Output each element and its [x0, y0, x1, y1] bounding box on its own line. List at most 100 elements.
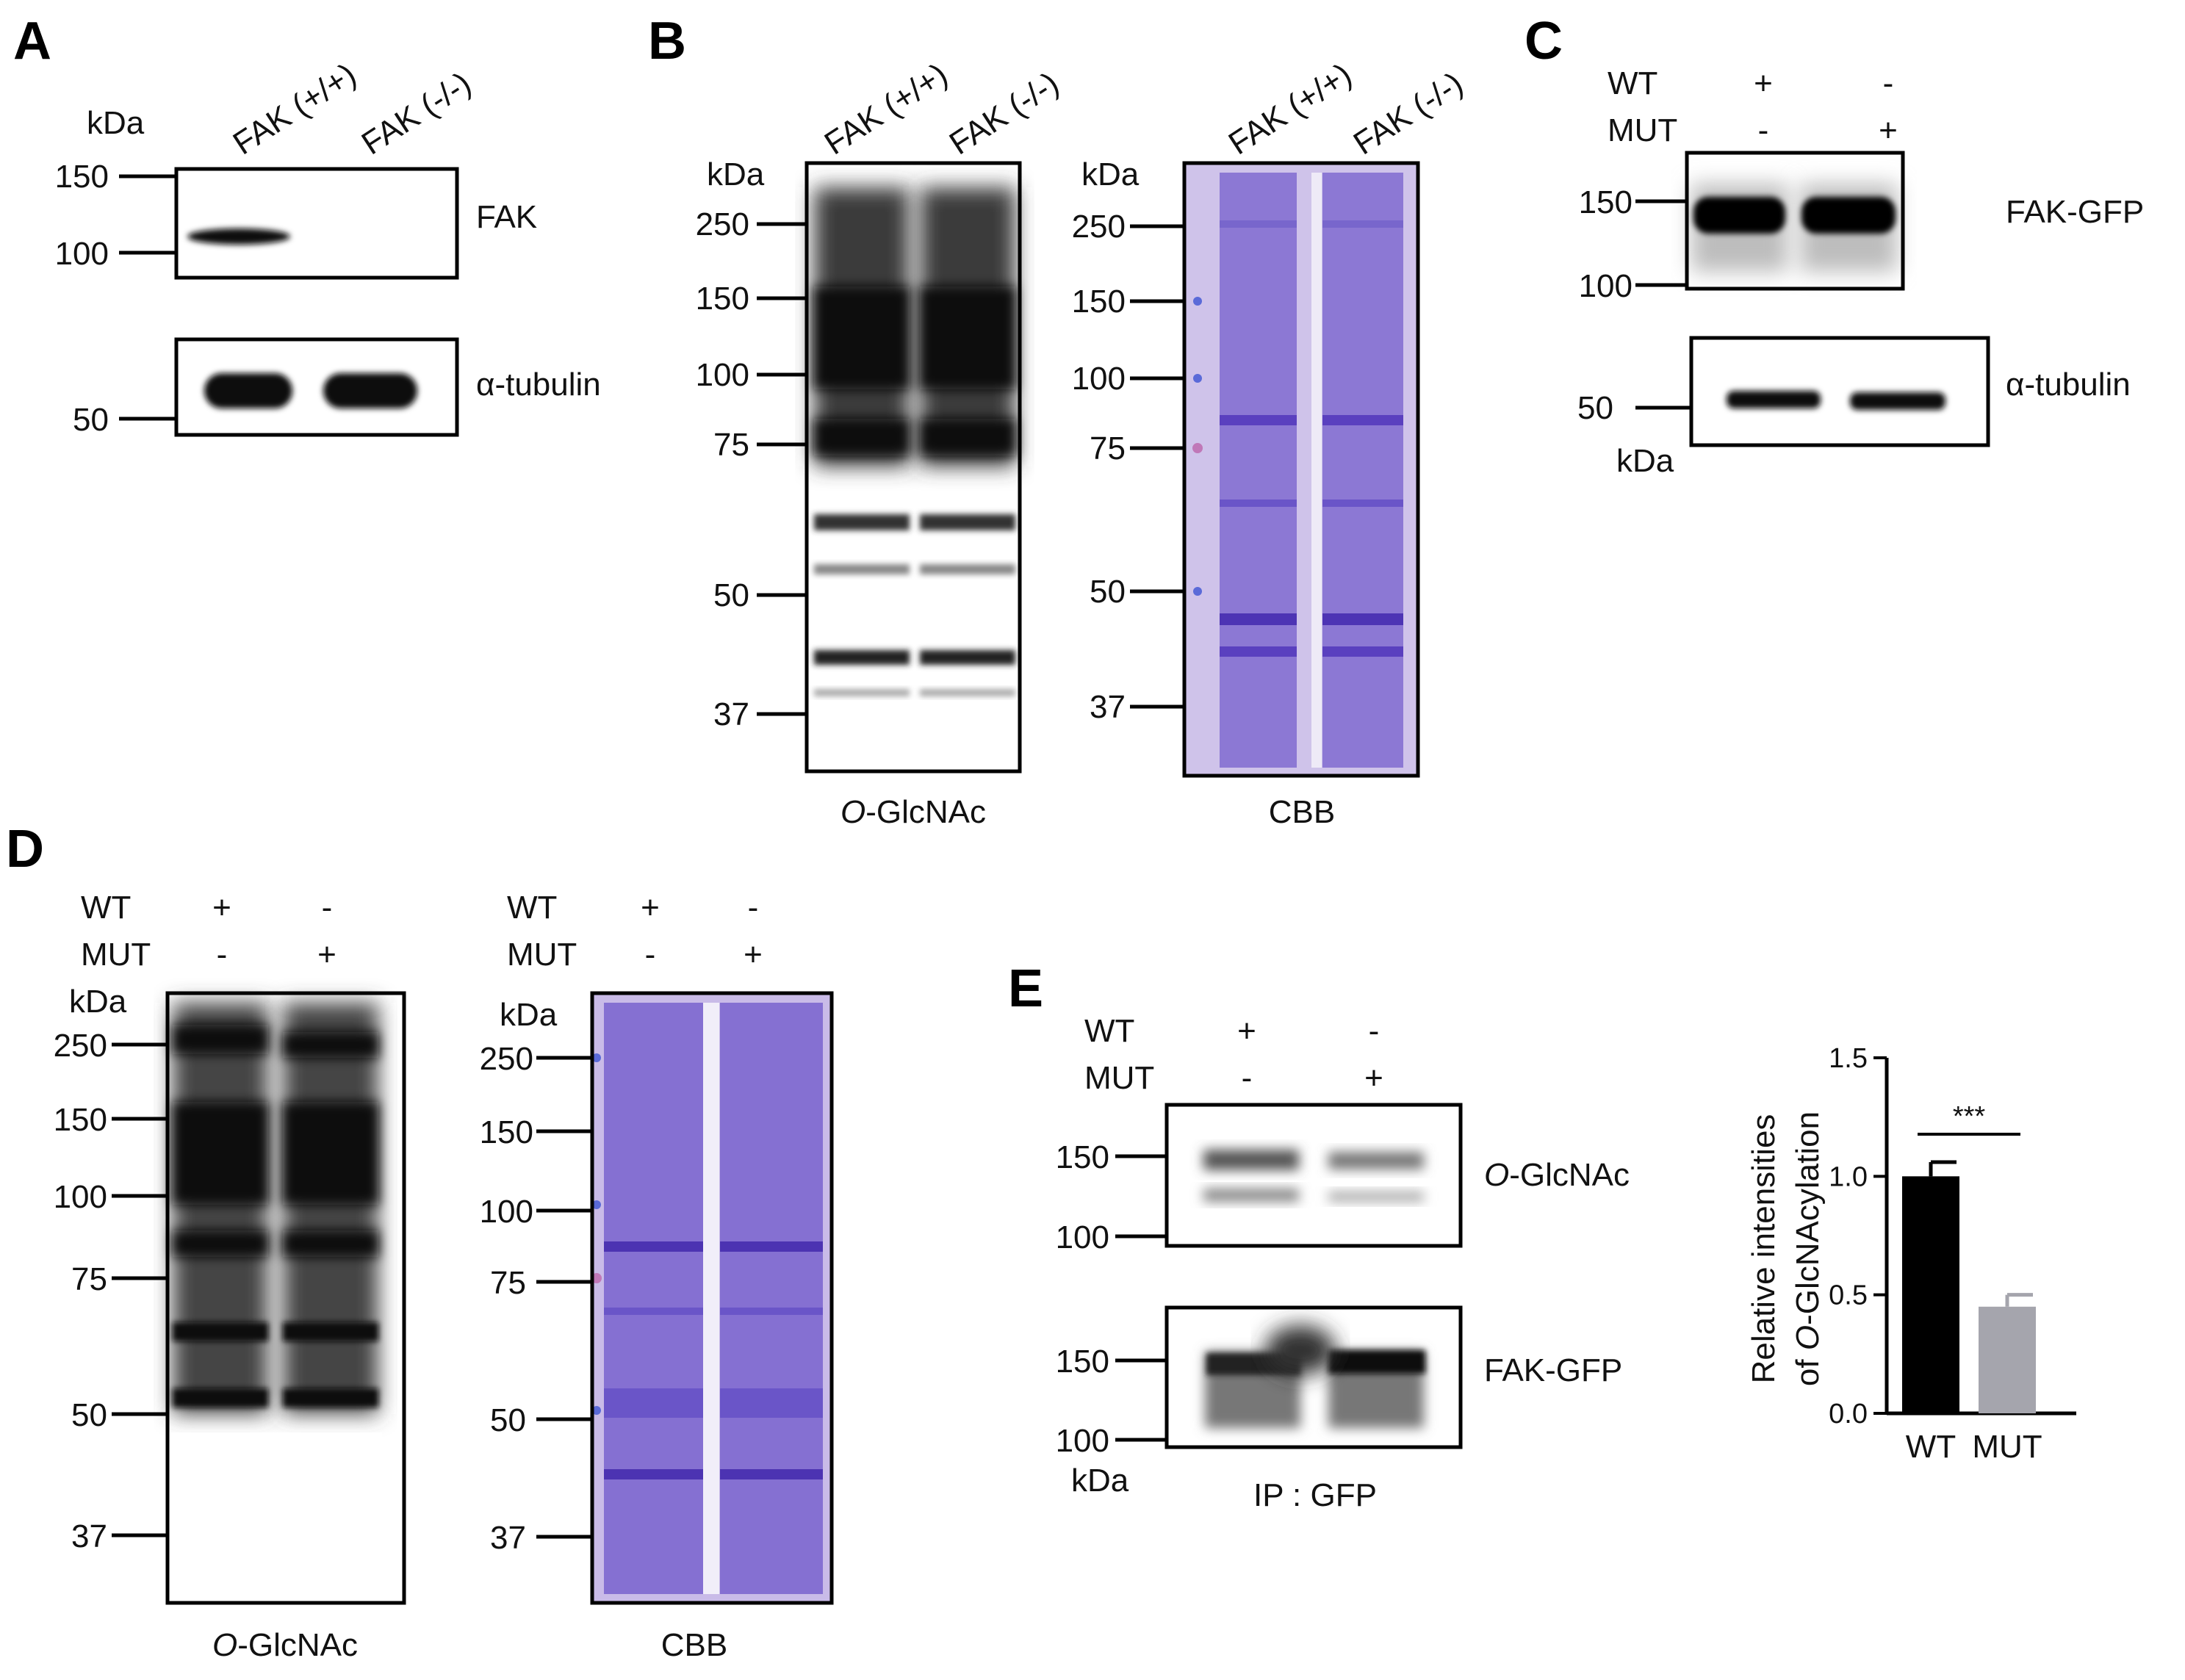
marker-label: 100 — [1072, 361, 1126, 397]
y-tick-label: 0.0 — [1829, 1399, 1868, 1430]
blot-label-fak: FAK — [476, 199, 537, 235]
sign: + — [212, 890, 231, 926]
caption-oglcnac: O-GlcNAc — [840, 794, 986, 830]
marker-label: 75 — [1090, 430, 1126, 466]
marker-label: 250 — [696, 206, 749, 242]
x-tick-label: WT — [1906, 1429, 1956, 1465]
kda-label: kDa — [500, 997, 558, 1033]
marker-label: 150 — [55, 159, 109, 195]
row-label-wt: WT — [1608, 65, 1657, 101]
marker-label: 37 — [490, 1520, 526, 1556]
sign: - — [645, 937, 656, 973]
caption-oglcnac: O-GlcNAc — [212, 1627, 358, 1663]
row-label-wt: WT — [1084, 1013, 1134, 1049]
marker-label: 50 — [1090, 574, 1126, 610]
blot-label-tubulin: α-tubulin — [2006, 367, 2131, 403]
marker-label: 50 — [73, 402, 109, 438]
band-fak — [187, 228, 290, 245]
row-label-wt: WT — [81, 890, 131, 926]
marker-label: 150 — [1056, 1344, 1109, 1380]
gel-b-cbb — [1182, 161, 1420, 778]
sign: + — [1364, 1060, 1383, 1096]
marker-label: 100 — [1579, 268, 1633, 304]
marker-label: 75 — [713, 427, 749, 463]
panel-a: A kDa FAK (+/+) FAK (-/-) 150 100 FAK 50… — [13, 12, 601, 438]
marker-label: 100 — [696, 357, 749, 393]
marker-label: 150 — [1579, 184, 1633, 220]
sign: + — [744, 937, 763, 973]
kda-label: kDa — [707, 156, 765, 192]
kda-label: kDa — [69, 984, 127, 1020]
marker-label: 100 — [55, 236, 109, 272]
sign: - — [748, 890, 759, 926]
band-tubulin — [204, 373, 292, 408]
blot-d-oglcnac — [165, 991, 406, 1605]
blot-label-tubulin: α-tubulin — [476, 367, 601, 403]
marker-label: 37 — [71, 1518, 107, 1554]
blot-e-oglcnac — [1165, 1103, 1463, 1248]
marker-label: 37 — [713, 696, 749, 732]
sign: + — [1879, 112, 1898, 148]
blot-b-oglcnac — [804, 161, 1022, 774]
blot-c-tubulin — [1689, 336, 1990, 447]
row-label-mut: MUT — [1084, 1060, 1154, 1096]
y-tick-label: 1.0 — [1829, 1161, 1868, 1192]
row-label-mut: MUT — [507, 937, 577, 973]
panel-label-c: C — [1525, 12, 1563, 71]
panel-c: C WT + - MUT - + 150 100 FAK-GFP 50 kDa … — [1525, 12, 2144, 479]
blot-fak — [174, 167, 459, 280]
band-tubulin — [323, 373, 417, 408]
sign: - — [1758, 112, 1769, 148]
blot-label-fak-gfp: FAK-GFP — [2006, 194, 2144, 230]
marker-label: 100 — [1056, 1219, 1109, 1255]
blot-e-fak-gfp — [1165, 1305, 1463, 1449]
marker-label: 50 — [713, 577, 749, 613]
lane-label-fak-ko: FAK (-/-) — [356, 65, 478, 162]
panel-e: E WT + - MUT - + 150 100 O-GlcNAc 150 — [1008, 959, 2076, 1513]
sign: - — [1242, 1060, 1253, 1096]
lane-label-fak-ko: FAK (-/-) — [943, 65, 1065, 162]
marker-label: 75 — [71, 1261, 107, 1297]
blot-label-oglcnac: O-GlcNAc — [1484, 1157, 1630, 1193]
marker-label: 150 — [696, 281, 749, 317]
y-axis-label-line1: Relative intensities — [1746, 1114, 1782, 1384]
blot-tubulin — [174, 337, 459, 437]
marker-label: 250 — [1072, 209, 1126, 245]
caption-cbb: CBB — [1269, 794, 1335, 830]
sign: + — [317, 937, 336, 973]
lane-label-fak-wt: FAK (+/+) — [818, 57, 954, 162]
marker-label: 100 — [480, 1194, 533, 1230]
marker-label: 75 — [490, 1265, 526, 1301]
sign: - — [1883, 65, 1894, 101]
bar-wt — [1902, 1176, 1959, 1413]
marker-label: 150 — [1056, 1139, 1109, 1175]
row-label-wt: WT — [507, 890, 557, 926]
bar-mut — [1979, 1306, 2036, 1413]
sign: - — [217, 937, 228, 973]
marker-label: 100 — [54, 1179, 107, 1215]
lane-label-fak-ko: FAK (-/-) — [1347, 65, 1469, 162]
markers-d-right: 250 150 100 75 50 37 — [480, 1041, 592, 1556]
significance-stars: *** — [1953, 1101, 1986, 1132]
blot-fak-gfp — [1685, 151, 1905, 291]
panel-b: B kDa FAK (+/+) FAK (-/-) FAK (+/+) FAK … — [648, 12, 1469, 830]
marker-label: 250 — [480, 1041, 533, 1077]
kda-label: kDa — [1081, 156, 1140, 192]
kda-label: kDa — [87, 105, 145, 141]
bar-chart: Relative intensities of O-GlcNAcylation … — [1746, 1043, 2076, 1465]
marker-label: 150 — [54, 1102, 107, 1138]
sign: + — [1237, 1013, 1256, 1049]
kda-label: kDa — [1071, 1463, 1129, 1499]
markers-b-right: 250 150 100 75 50 37 — [1072, 209, 1184, 725]
sign: - — [322, 890, 333, 926]
sign: + — [641, 890, 660, 926]
marker-label: 50 — [71, 1397, 107, 1433]
blot-label-fak-gfp: FAK-GFP — [1484, 1352, 1622, 1388]
panel-label-a: A — [13, 12, 51, 71]
marker-label: 100 — [1056, 1423, 1109, 1459]
sign: - — [1369, 1013, 1380, 1049]
marker-label: 50 — [1577, 390, 1613, 426]
sign: + — [1754, 65, 1773, 101]
kda-label: kDa — [1616, 443, 1674, 479]
